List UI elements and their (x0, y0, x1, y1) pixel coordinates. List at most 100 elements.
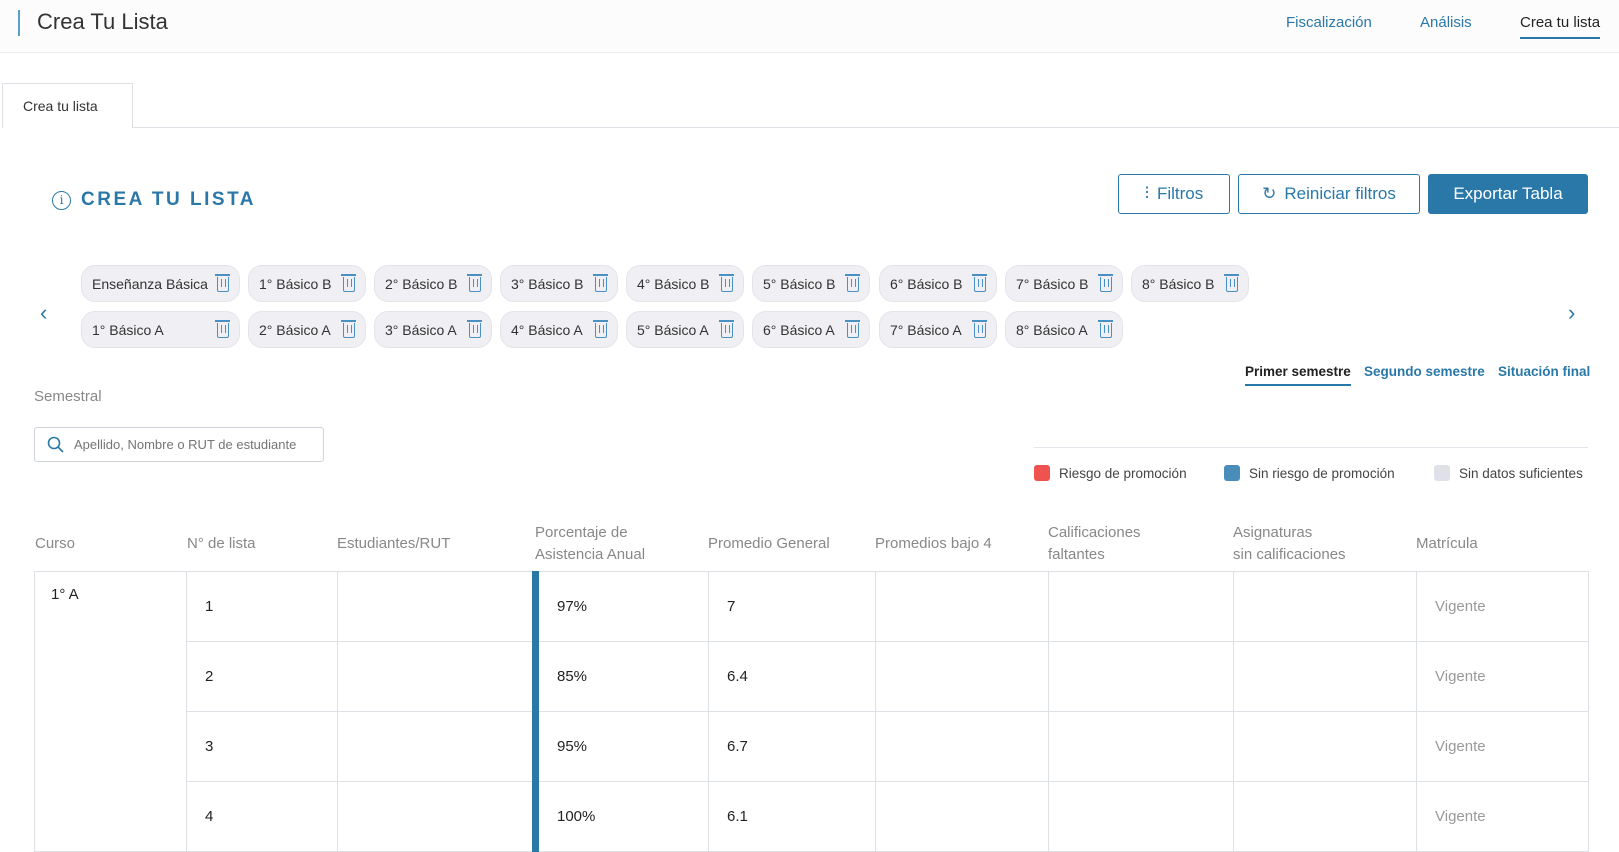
info-icon[interactable]: i (52, 190, 71, 210)
legend-swatch (1034, 465, 1050, 481)
reset-filters-button[interactable]: ↻ Reiniciar filtros (1238, 174, 1420, 214)
chip-label: 6° Básico A (763, 321, 835, 338)
table-cell (337, 781, 536, 852)
filter-chip[interactable]: 4° Básico B (626, 265, 744, 302)
table-cell (875, 711, 1049, 782)
column-header: Asignaturas sin calificaciones (1233, 524, 1346, 563)
page-title: Crea Tu Lista (37, 9, 168, 34)
trash-icon[interactable] (467, 274, 482, 292)
chevron-left-icon[interactable]: ‹ (40, 300, 48, 325)
column-header: Porcentaje de Asistencia Anual (535, 524, 646, 563)
filter-chip[interactable]: 8° Básico A (1005, 311, 1123, 348)
trash-icon[interactable] (1098, 274, 1113, 292)
table-row: 1° A 1 97% 7 Vigente (34, 571, 1589, 852)
table-cell: 4 (186, 781, 338, 852)
chip-label: 6° Básico B (890, 275, 963, 292)
search-icon (47, 436, 64, 453)
filter-chip[interactable]: 5° Básico A (626, 311, 744, 348)
trash-icon[interactable] (1098, 320, 1113, 338)
chip-label: 3° Básico A (385, 321, 457, 338)
filter-chip[interactable]: 2° Básico B (374, 265, 492, 302)
tab-divider (132, 127, 1619, 128)
legend-no-data: Sin datos suficientes (1434, 465, 1583, 481)
filter-label: Semestral (34, 388, 102, 405)
chip-label: 8° Básico A (1016, 321, 1088, 338)
table-cell (875, 781, 1049, 852)
table-cell: 97% (532, 571, 709, 642)
table-cell (1048, 641, 1234, 712)
table-cell (1048, 711, 1234, 782)
nav-analisis[interactable]: Análisis (1420, 14, 1472, 31)
filter-chip[interactable]: 7° Básico B (1005, 265, 1123, 302)
trash-icon[interactable] (341, 320, 356, 338)
trash-icon[interactable] (593, 274, 608, 292)
section-title: i CREA TU LISTA (52, 189, 256, 211)
filter-chip[interactable]: 3° Básico B (500, 265, 618, 302)
table-cell (1048, 781, 1234, 852)
tab-segundo-semestre[interactable]: Segundo semestre (1364, 364, 1485, 379)
filter-chip[interactable]: 1° Básico B (248, 265, 366, 302)
chip-label: Enseñanza Básica (92, 275, 208, 292)
legend-risk: Riesgo de promoción (1034, 465, 1187, 481)
trash-icon[interactable] (1224, 274, 1239, 292)
chip-label: 1° Básico B (259, 275, 332, 292)
trash-icon[interactable] (845, 320, 860, 338)
table-cell: 1° A (34, 571, 187, 852)
chip-label: 2° Básico A (259, 321, 331, 338)
tab-primer-semestre[interactable]: Primer semestre (1245, 364, 1351, 386)
table-cell: 2 (186, 641, 338, 712)
trash-icon[interactable] (845, 274, 860, 292)
table-cell (337, 641, 536, 712)
search-input[interactable] (74, 437, 314, 452)
table-cell: 6.1 (708, 781, 876, 852)
table-cell (1233, 571, 1417, 642)
tab-crea-tu-lista[interactable]: Crea tu lista (2, 83, 133, 128)
filter-chip[interactable]: 8° Básico B (1131, 265, 1249, 302)
export-table-button[interactable]: Exportar Tabla (1428, 174, 1588, 214)
filter-chip[interactable]: 6° Básico B (879, 265, 997, 302)
title-accent-bar (18, 10, 20, 36)
trash-icon[interactable] (215, 274, 230, 292)
table-cell: Vigente (1416, 641, 1589, 712)
trash-icon[interactable] (719, 320, 734, 338)
tab-situacion-final[interactable]: Situación final (1498, 364, 1591, 379)
filter-chip[interactable]: 4° Básico A (500, 311, 618, 348)
chevron-right-icon[interactable]: › (1568, 300, 1576, 325)
chip-label: 4° Básico A (511, 321, 583, 338)
trash-icon[interactable] (719, 274, 734, 292)
filter-chip[interactable]: 2° Básico A (248, 311, 366, 348)
trash-icon[interactable] (972, 320, 987, 338)
trash-icon[interactable] (341, 274, 356, 292)
chip-label: 7° Básico A (890, 321, 962, 338)
trash-icon[interactable] (972, 274, 987, 292)
chip-label: 8° Básico B (1142, 275, 1215, 292)
column-header: Estudiantes/RUT (337, 535, 451, 552)
chip-label: 5° Básico A (637, 321, 709, 338)
filter-chip[interactable]: 5° Básico B (752, 265, 870, 302)
chip-label: 3° Básico B (511, 275, 584, 292)
nav-crea-tu-lista[interactable]: Crea tu lista (1520, 14, 1601, 39)
filter-chip[interactable]: 7° Básico A (879, 311, 997, 348)
chip-label: 7° Básico B (1016, 275, 1089, 292)
table-cell (875, 571, 1049, 642)
chip-label: 4° Básico B (637, 275, 710, 292)
students-table: 1° A 1 97% 7 Vigente 2 85% 6.4 Vigente 3 95% 6.7 Vig… (34, 571, 1589, 852)
trash-icon[interactable] (215, 320, 230, 338)
chip-label: 5° Básico B (763, 275, 836, 292)
nav-fiscalizacion[interactable]: Fiscalización (1286, 14, 1372, 31)
table-cell: 3 (186, 711, 338, 782)
student-search[interactable] (34, 427, 324, 462)
table-cell (1233, 711, 1417, 782)
trash-icon[interactable] (467, 320, 482, 338)
reset-label: Reiniciar filtros (1284, 184, 1396, 203)
filter-chip[interactable]: 3° Básico A (374, 311, 492, 348)
filter-chip[interactable]: 1° Básico A (81, 311, 240, 348)
filter-chip[interactable]: 6° Básico A (752, 311, 870, 348)
filter-chip[interactable]: Enseñanza Básica (81, 265, 240, 302)
filters-button[interactable]: ⫶ Filtros (1118, 174, 1230, 214)
trash-icon[interactable] (593, 320, 608, 338)
column-header: Curso (35, 535, 76, 552)
table-row: 2 85% 6.4 Vigente (35, 641, 1589, 712)
table-cell: 85% (532, 641, 709, 712)
legend-divider (1034, 447, 1588, 448)
